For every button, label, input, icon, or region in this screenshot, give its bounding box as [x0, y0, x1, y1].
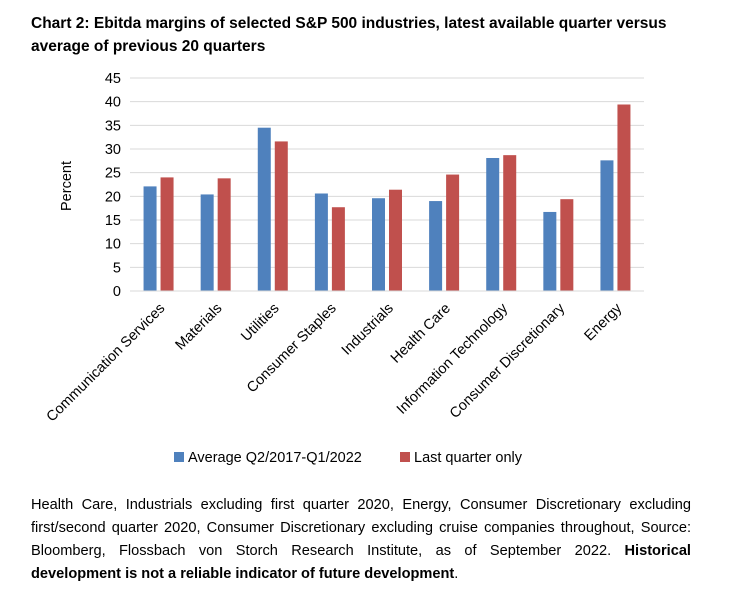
bar-average [486, 157, 500, 291]
y-tick-label: 10 [105, 237, 121, 253]
footnote-disclaimer: Historical development is not a reliable… [31, 543, 691, 582]
y-tick-label: 25 [105, 166, 121, 182]
x-tick-label: Energy [581, 300, 625, 344]
bar-last-quarter [274, 141, 288, 291]
bar-average [314, 193, 328, 291]
bar-last-quarter [560, 199, 574, 291]
bar-last-quarter [217, 178, 231, 291]
footnote-text: Health Care, Industrials excluding first… [31, 497, 691, 559]
y-tick-label: 20 [105, 189, 121, 205]
y-axis-label: Percent [59, 161, 75, 211]
bar-chart: 0 5 10 15 20 25 30 35 40 45 Communication Services… [44, 71, 644, 466]
bar-last-quarter [503, 155, 517, 291]
bar-average [143, 186, 157, 291]
legend-swatch [400, 452, 410, 462]
bar-average [600, 160, 614, 291]
bar-average [257, 127, 271, 291]
bar-average [543, 211, 557, 291]
bar-average [200, 194, 214, 291]
bar-average [372, 198, 385, 291]
y-tick-label: 5 [113, 260, 121, 276]
x-tick-label: Materials [173, 301, 226, 354]
legend-label: Last quarter only [414, 450, 523, 466]
chart-title: Chart 2: Ebitda margins of selected S&P … [31, 15, 667, 55]
bar-last-quarter [446, 174, 460, 291]
x-tick-label: Industrials [339, 301, 397, 359]
bar-last-quarter [617, 104, 631, 291]
x-tick-label: Utilities [238, 301, 282, 345]
x-tick-label: Information Technology [394, 300, 512, 418]
y-tick-label: 0 [113, 284, 121, 300]
x-tick-label: Communication Services [44, 301, 169, 426]
bar-last-quarter [331, 207, 345, 291]
bar-average [429, 201, 443, 291]
y-tick-label: 40 [105, 95, 121, 111]
y-tick-label: 30 [105, 142, 121, 158]
footnote: Health Care, Industrials excluding first… [31, 497, 691, 582]
y-tick-label: 15 [105, 213, 121, 229]
legend-label: Average Q2/2017-Q1/2022 [188, 450, 362, 466]
y-tick-label: 35 [105, 118, 121, 134]
bar-last-quarter [160, 177, 174, 291]
bar-last-quarter [389, 189, 402, 291]
legend-swatch [174, 452, 184, 462]
x-tick-label: Consumer Discretionary [447, 300, 569, 422]
y-tick-label: 45 [105, 71, 121, 87]
